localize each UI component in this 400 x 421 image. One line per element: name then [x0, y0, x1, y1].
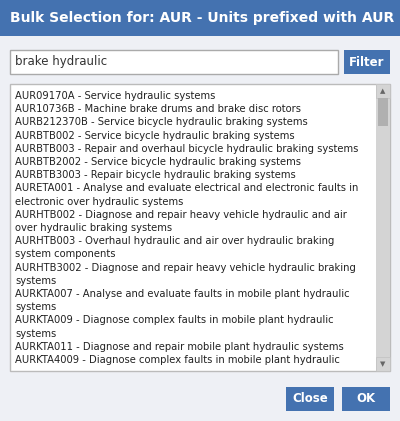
Text: Bulk Selection for: AUR - Units prefixed with AUR: Bulk Selection for: AUR - Units prefixed… [10, 11, 394, 25]
Bar [376, 357, 390, 371]
Text: electronic over hydraulic systems: electronic over hydraulic systems [15, 197, 183, 207]
Text: AURKTA009 - Diagnose complex faults in mobile plant hydraulic: AURKTA009 - Diagnose complex faults in m… [15, 315, 334, 325]
Text: systems: systems [15, 329, 56, 338]
Text: ▲: ▲ [380, 88, 386, 94]
Text: ▼: ▼ [380, 361, 386, 367]
Text: AURKTA007 - Analyse and evaluate faults in mobile plant hydraulic: AURKTA007 - Analyse and evaluate faults … [15, 289, 350, 299]
Text: AURB212370B - Service bicycle hydraulic braking systems: AURB212370B - Service bicycle hydraulic … [15, 117, 308, 128]
Text: over hydraulic braking systems: over hydraulic braking systems [15, 223, 172, 233]
Bar [378, 98, 388, 126]
Text: brake hydraulic: brake hydraulic [15, 56, 107, 69]
Text: AURHTB3002 - Diagnose and repair heavy vehicle hydraulic braking: AURHTB3002 - Diagnose and repair heavy v… [15, 263, 356, 273]
Text: Filter: Filter [349, 56, 385, 69]
Bar [376, 84, 390, 98]
Text: Close: Close [292, 392, 328, 405]
Text: system components: system components [15, 249, 116, 259]
Text: AURBTB3003 - Repair bicycle hydraulic braking systems: AURBTB3003 - Repair bicycle hydraulic br… [15, 170, 296, 180]
Bar [344, 50, 390, 74]
Text: systems: systems [15, 302, 56, 312]
Bar [10, 84, 390, 371]
Text: AURBTB002 - Service bicycle hydraulic braking systems: AURBTB002 - Service bicycle hydraulic br… [15, 131, 295, 141]
Text: AURKTA4009 - Diagnose complex faults in mobile plant hydraulic: AURKTA4009 - Diagnose complex faults in … [15, 355, 340, 365]
Text: AURKTA011 - Diagnose and repair mobile plant hydraulic systems: AURKTA011 - Diagnose and repair mobile p… [15, 342, 344, 352]
Text: AUR10736B - Machine brake drums and brake disc rotors: AUR10736B - Machine brake drums and brak… [15, 104, 301, 114]
Text: AUR09170A - Service hydraulic systems: AUR09170A - Service hydraulic systems [15, 91, 215, 101]
Text: OK: OK [356, 392, 376, 405]
Text: AURHTB002 - Diagnose and repair heavy vehicle hydraulic and air: AURHTB002 - Diagnose and repair heavy ve… [15, 210, 347, 220]
Bar [376, 84, 390, 371]
Text: AURHTB003 - Overhaul hydraulic and air over hydraulic braking: AURHTB003 - Overhaul hydraulic and air o… [15, 236, 334, 246]
Text: systems: systems [15, 276, 56, 286]
Text: AURBTB003 - Repair and overhaul bicycle hydraulic braking systems: AURBTB003 - Repair and overhaul bicycle … [15, 144, 358, 154]
Bar [10, 50, 338, 74]
Text: AURETA001 - Analyse and evaluate electrical and electronic faults in: AURETA001 - Analyse and evaluate electri… [15, 184, 358, 193]
Bar [342, 387, 390, 411]
Text: AURBTB2002 - Service bicycle hydraulic braking systems: AURBTB2002 - Service bicycle hydraulic b… [15, 157, 301, 167]
Bar [286, 387, 334, 411]
Bar [0, 0, 400, 36]
Bar [10, 84, 376, 371]
